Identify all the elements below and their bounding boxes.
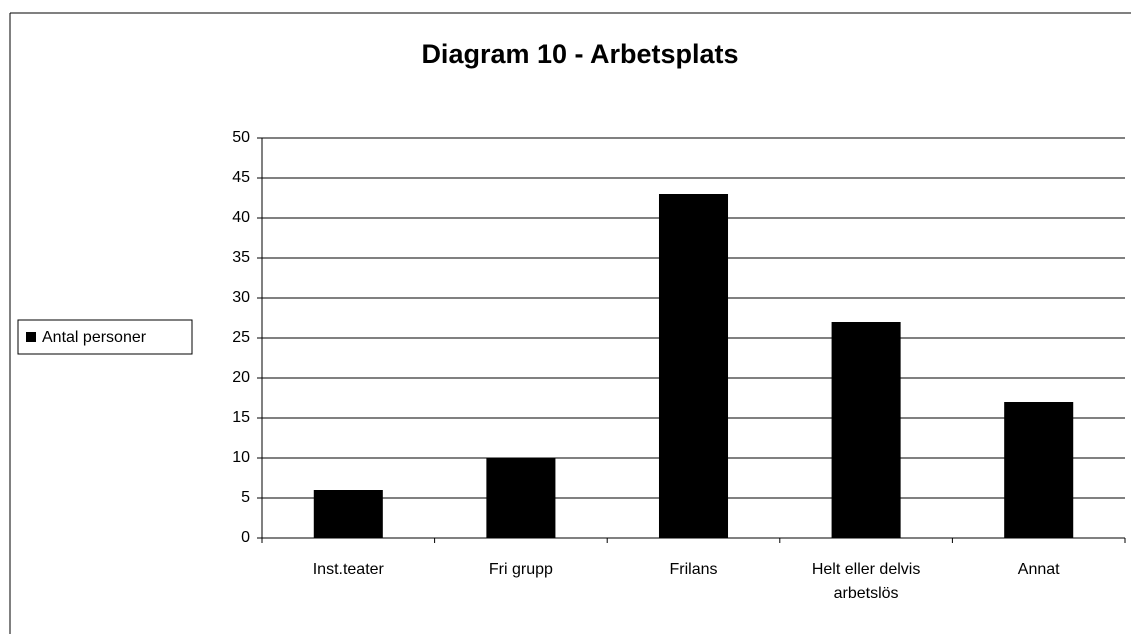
y-tick-label: 15 [232, 409, 250, 426]
chart-title: Diagram 10 - Arbetsplats [421, 39, 738, 69]
bar [1004, 402, 1074, 538]
x-tick-label: Annat [1017, 561, 1060, 578]
bar [486, 458, 556, 538]
y-tick-label: 10 [232, 449, 250, 466]
y-tick-label: 5 [241, 489, 250, 506]
y-tick-label: 0 [241, 529, 250, 546]
legend-box [17, 319, 193, 355]
y-tick-label: 50 [232, 129, 250, 146]
x-tick-label: Frilans [669, 561, 718, 578]
legend-marker [26, 332, 36, 342]
x-tick-label: Fri grupp [488, 561, 553, 578]
x-tick-label: Helt eller delvis arbetslös [811, 561, 921, 602]
bar [658, 194, 729, 538]
x-tick-label: Inst.teater [312, 561, 384, 578]
bar [313, 490, 383, 538]
y-tick-label: 25 [232, 329, 250, 346]
y-tick-label: 45 [232, 169, 250, 186]
legend-label: Antal personer [42, 329, 147, 346]
y-tick-label: 30 [232, 289, 250, 306]
y-tick-label: 35 [232, 249, 250, 266]
y-tick-label: 40 [232, 209, 250, 226]
y-tick-label: 20 [232, 369, 250, 386]
bar [831, 322, 901, 538]
